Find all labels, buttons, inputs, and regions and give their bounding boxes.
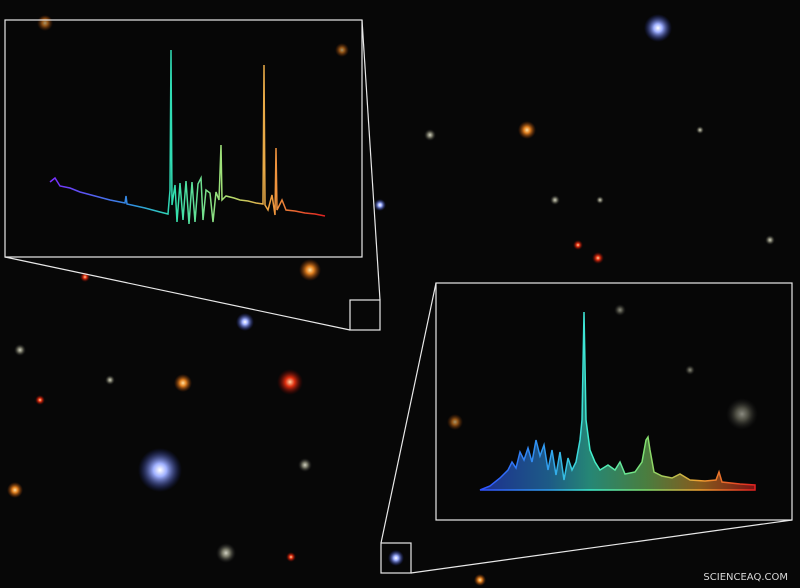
watermark: SCIENCEAQ.COM: [703, 572, 788, 583]
stars: [7, 14, 775, 586]
inset-panel: [4, 19, 363, 258]
spectrum: [479, 311, 756, 491]
spectrum: [49, 49, 326, 225]
zoom-frames: [4, 19, 793, 574]
